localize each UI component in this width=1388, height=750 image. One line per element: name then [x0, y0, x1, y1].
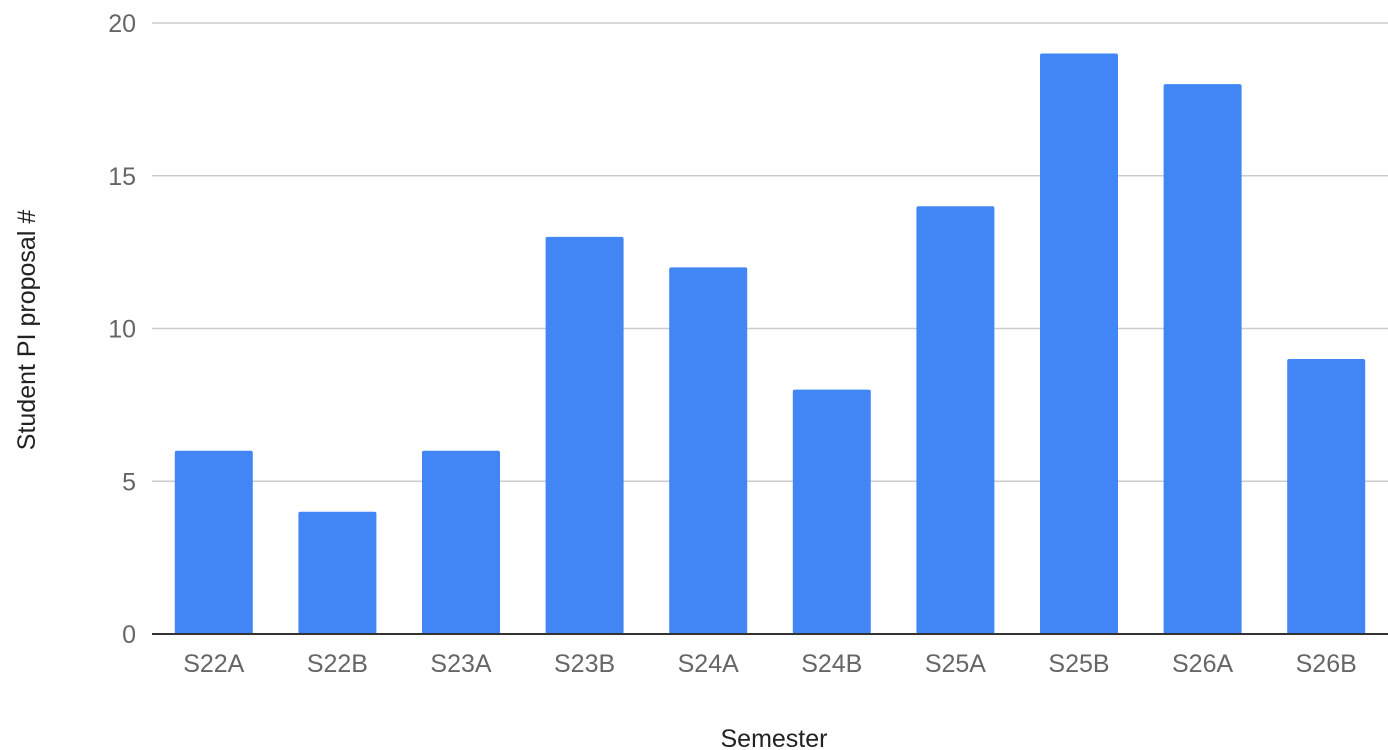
bar-s22b: [298, 511, 377, 634]
y-tick-label: 10: [108, 316, 136, 344]
y-axis-ticks: 0 5 10 15 20: [108, 10, 136, 649]
y-tick-label: 0: [122, 621, 136, 649]
x-tick-label: S23A: [430, 650, 491, 678]
x-tick-label: S25A: [925, 650, 986, 678]
bar-s25b: [1040, 53, 1118, 635]
x-axis-title: Semester: [721, 725, 828, 750]
bar-s23b: [545, 236, 624, 634]
bar-s26a: [1163, 84, 1242, 635]
bars: [174, 53, 1366, 635]
bar-s24a: [669, 267, 748, 634]
bar-s25a: [916, 206, 995, 635]
x-tick-label: S23B: [554, 650, 615, 678]
x-tick-label: S26B: [1296, 650, 1357, 678]
bar-s24b: [792, 389, 871, 634]
y-tick-label: 5: [122, 468, 136, 496]
y-tick-label: 20: [108, 10, 136, 38]
x-tick-label: S24A: [678, 650, 739, 678]
x-axis-ticks: S22A S22B S23A S23B S24A S24B S25A S25B S26A S26B: [183, 650, 1357, 678]
y-tick-label: 15: [108, 163, 136, 191]
y-axis-title: Student PI proposal #: [13, 210, 41, 451]
bar-s23a: [422, 450, 500, 634]
x-tick-label: S22A: [183, 650, 244, 678]
bar-s26b: [1287, 359, 1366, 634]
x-tick-label: S24B: [801, 650, 862, 678]
x-tick-label: S26A: [1172, 650, 1233, 678]
x-tick-label: S25B: [1048, 650, 1109, 678]
bar-s22a: [174, 450, 253, 634]
x-tick-label: S22B: [307, 650, 368, 678]
